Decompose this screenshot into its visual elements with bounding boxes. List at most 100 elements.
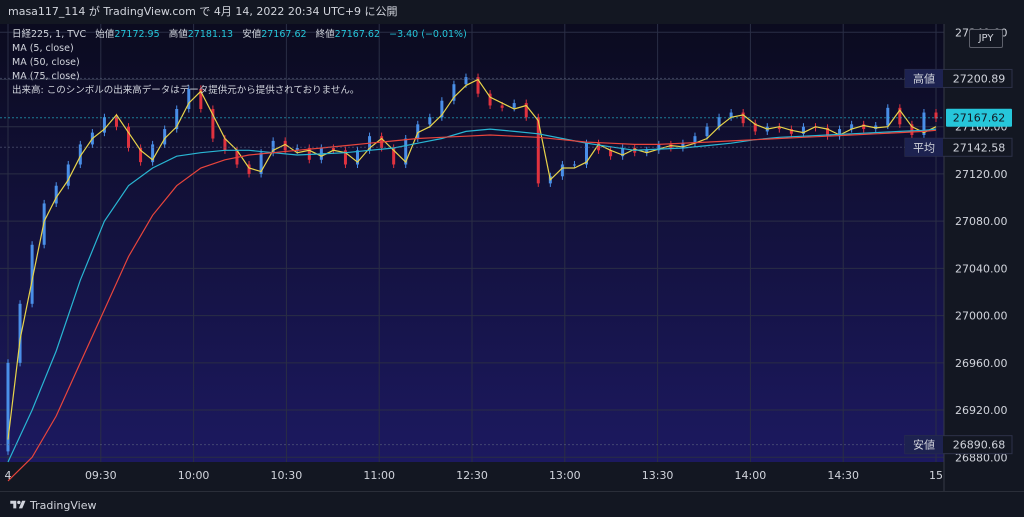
candle-body — [223, 138, 227, 151]
candle-body — [657, 144, 661, 151]
candle-body — [452, 84, 456, 101]
candle-body — [801, 126, 805, 134]
candle-body — [512, 103, 516, 108]
candle-body — [127, 126, 131, 148]
time-tick-label: 15 — [929, 469, 943, 482]
volume-note: 出来高: このシンボルの出来高データはデータ提供元から提供されておりません。 — [12, 85, 360, 96]
candle-body — [247, 164, 251, 174]
current-price-value: 27167.62 — [953, 112, 1006, 125]
candle-body — [440, 100, 444, 118]
candle-body — [295, 147, 299, 151]
candle-body — [753, 123, 757, 132]
price-label-value: 27142.58 — [953, 141, 1006, 154]
time-tick-label: 14:30 — [827, 469, 859, 482]
ma75-legend[interactable]: MA (75, close) — [12, 71, 80, 82]
candle-body — [211, 109, 215, 139]
candle-body — [163, 129, 167, 145]
symbol-name[interactable]: 日経225, 1, TVC — [12, 29, 87, 40]
candle-body — [717, 117, 721, 127]
price-chart[interactable]: 26880.00 26920.00 26960.00 27000.00 27040.00… — [0, 24, 1024, 491]
candle-body — [826, 127, 830, 137]
candle-body — [392, 147, 396, 165]
low-value: 27167.62 — [261, 29, 307, 40]
current-price-box — [946, 108, 1012, 127]
candle-body — [741, 112, 745, 124]
candlestick-series — [6, 73, 938, 455]
candle-body — [621, 147, 625, 157]
close-label: 終値 — [315, 29, 335, 40]
candle-body — [609, 150, 613, 157]
candle-body — [777, 126, 781, 130]
time-tick-label: 13:30 — [642, 469, 674, 482]
candle-body — [838, 129, 842, 137]
candle-body — [428, 117, 432, 125]
time-tick-label: 12:30 — [456, 469, 488, 482]
candle-body — [729, 112, 733, 118]
price-tick-label: 26880.00 — [955, 451, 1008, 464]
price-axis-background — [944, 24, 1024, 491]
price-label-tag — [905, 435, 943, 454]
candle-body — [862, 124, 866, 130]
candle-body — [283, 140, 287, 151]
time-tick-label: 14:00 — [735, 469, 767, 482]
price-tick-label: 27040.00 — [955, 262, 1008, 275]
candle-body — [645, 150, 649, 153]
candle-body — [560, 164, 564, 177]
candle-body — [175, 109, 179, 130]
candle-body — [910, 124, 914, 135]
candle-body — [356, 150, 360, 165]
time-tick-label: 4 — [5, 469, 12, 482]
candle-body — [199, 88, 203, 110]
time-axis-background — [0, 462, 944, 491]
candle-body — [536, 117, 540, 184]
price-label-value: 27200.89 — [953, 72, 1006, 85]
candle-body — [102, 117, 106, 133]
candle-body — [693, 136, 697, 144]
price-level-lines — [0, 77, 944, 446]
chart-legend: 日経225, 1, TVC 始値27172.95 高値27181.13 安値27… — [12, 28, 467, 98]
open-label: 始値 — [95, 29, 115, 40]
candle-body — [934, 112, 938, 119]
footer-bar: TradingView — [0, 491, 1024, 517]
price-label-tag — [905, 138, 943, 157]
time-tick-label: 10:00 — [178, 469, 210, 482]
candle-body — [886, 107, 890, 126]
price-labels: 高値 27200.89 27167.62 平均 27142.58 安値 26890.68 — [904, 68, 1013, 455]
candle-body — [30, 244, 34, 304]
candle-body — [476, 77, 480, 94]
tradingview-logo-icon — [10, 500, 26, 509]
high-label: 高値 — [168, 29, 188, 40]
price-label-name: 平均 — [913, 141, 935, 154]
change-value: −3.40 (−0.01%) — [389, 29, 467, 40]
price-tick-label: 27000.00 — [955, 310, 1008, 323]
candle-body — [54, 185, 58, 204]
ma-series-line — [7, 129, 937, 482]
candle-body — [922, 112, 926, 135]
candle-body — [464, 77, 468, 85]
candle-body — [572, 164, 576, 166]
ohlc-row: 日経225, 1, TVC 始値27172.95 高値27181.13 安値27… — [12, 28, 467, 42]
candle-body — [404, 138, 408, 165]
ma5-legend[interactable]: MA (5, close) — [12, 43, 74, 54]
candle-body — [78, 144, 82, 165]
time-tick-label: 11:00 — [363, 469, 395, 482]
moving-average-lines — [7, 78, 937, 482]
currency-button[interactable]: JPY — [969, 29, 1003, 48]
candle-body — [705, 126, 709, 137]
candle-body — [114, 117, 118, 127]
ma50-legend[interactable]: MA (50, close) — [12, 57, 80, 68]
price-tick-label: 27080.00 — [955, 215, 1008, 228]
tradingview-brand: TradingView — [30, 498, 97, 512]
candle-body — [850, 124, 854, 130]
publish-attribution: masa117_114 が TradingView.com で 4月 14, 2… — [0, 0, 1024, 24]
time-tick-label: 13:00 — [549, 469, 581, 482]
candle-body — [681, 143, 685, 148]
tradingview-logo[interactable]: TradingView — [10, 497, 96, 513]
time-axis[interactable]: 4 09:30 10:00 10:30 11:00 12:30 13:00 13:30 14:0… — [5, 469, 944, 482]
price-label-value: 26890.68 — [953, 439, 1006, 452]
chart-area[interactable]: 26880.00 26920.00 26960.00 27000.00 27040.00… — [0, 24, 1024, 491]
close-value: 27167.62 — [334, 29, 381, 40]
candle-body — [416, 124, 420, 139]
ma-series-line — [7, 128, 937, 463]
price-label-tag — [905, 69, 943, 88]
